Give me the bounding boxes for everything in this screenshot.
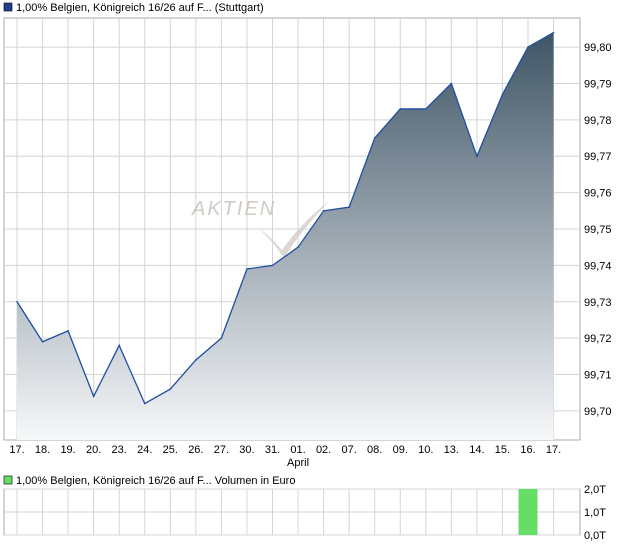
price-x-tick-label: 23. bbox=[112, 444, 127, 456]
price-legend-swatch bbox=[3, 2, 13, 12]
price-y-tick-label: 99,80 bbox=[584, 42, 612, 54]
price-y-tick-label: 99,73 bbox=[584, 297, 612, 309]
price-x-tick-label: 08. bbox=[367, 444, 382, 456]
price-x-tick-label: 31. bbox=[265, 444, 280, 456]
price-y-tick-label: 99,78 bbox=[584, 115, 612, 127]
price-point bbox=[16, 300, 18, 303]
price-point bbox=[41, 340, 44, 343]
watermark: AKTIEN bbox=[191, 198, 330, 258]
price-x-tick-label: 18. bbox=[35, 444, 50, 456]
volume-grid bbox=[4, 488, 580, 536]
volume-bars bbox=[518, 489, 538, 535]
price-x-tick-label: 27. bbox=[214, 444, 229, 456]
volume-legend: 1,00% Belgien, Königreich 16/26 auf F...… bbox=[3, 475, 295, 487]
price-x-axis: 17. 18. 19. 20. 23. 24. 25. 26. 27. 30. 31. 01. 02. 0… bbox=[9, 444, 561, 469]
price-x-tick-label: 20. bbox=[86, 444, 101, 456]
volume-legend-swatch bbox=[3, 475, 13, 485]
price-point bbox=[501, 93, 504, 96]
price-y-tick-label: 99,79 bbox=[584, 78, 612, 90]
volume-bar bbox=[518, 489, 538, 535]
price-point bbox=[271, 264, 274, 267]
price-x-tick-label: 30. bbox=[239, 444, 254, 456]
price-point bbox=[527, 46, 529, 48]
volume-y-axis: 0,0T 1,0T 2,0T bbox=[584, 484, 606, 542]
price-point bbox=[373, 137, 376, 139]
price-y-tick-label: 99,77 bbox=[584, 151, 612, 163]
price-x-tick-label: 24. bbox=[137, 444, 152, 456]
price-point bbox=[169, 388, 172, 390]
price-point bbox=[67, 330, 69, 332]
price-series-line bbox=[16, 31, 554, 405]
price-x-tick-label: 19. bbox=[60, 444, 75, 456]
price-x-tick-label: 10. bbox=[418, 444, 433, 456]
price-x-month-label: April bbox=[287, 457, 309, 469]
price-x-tick-label: 15. bbox=[495, 444, 510, 456]
volume-y-tick-label: 2,0T bbox=[584, 484, 606, 496]
price-x-tick-label: 13. bbox=[444, 444, 459, 456]
price-y-tick-label: 99,75 bbox=[584, 224, 612, 236]
price-y-tick-label: 99,72 bbox=[584, 333, 612, 345]
price-x-tick-label: 07. bbox=[342, 444, 357, 456]
price-point bbox=[476, 155, 478, 158]
price-x-tick-label: 17. bbox=[9, 444, 24, 456]
price-point bbox=[322, 210, 325, 212]
watermark-check-icon bbox=[256, 200, 330, 258]
price-point bbox=[195, 359, 197, 361]
price-x-tick-label: 26. bbox=[188, 444, 203, 456]
price-point bbox=[92, 395, 95, 398]
price-point bbox=[297, 246, 299, 248]
price-x-tick-label: 14. bbox=[469, 444, 484, 456]
volume-legend-label: 1,00% Belgien, Königreich 16/26 auf F...… bbox=[16, 475, 295, 487]
price-y-tick-label: 99,71 bbox=[584, 370, 612, 382]
price-point bbox=[399, 108, 402, 110]
volume-y-tick-label: 0,0T bbox=[584, 530, 606, 542]
price-point bbox=[348, 206, 350, 208]
price-x-tick-label: 16. bbox=[520, 444, 535, 456]
price-area bbox=[16, 31, 555, 440]
price-point bbox=[220, 337, 223, 339]
price-y-axis: 99,70 99,71 99,72 99,73 99,74 99,75 99,76 99,77… bbox=[584, 42, 612, 418]
price-point bbox=[425, 108, 427, 110]
price-legend-label: 1,00% Belgien, Königreich 16/26 auf F...… bbox=[16, 2, 264, 14]
price-legend: 1,00% Belgien, Königreich 16/26 auf F...… bbox=[3, 2, 264, 14]
price-point bbox=[118, 344, 120, 347]
price-x-tick-label: 25. bbox=[163, 444, 178, 456]
volume-y-tick-label: 1,0T bbox=[584, 507, 606, 519]
watermark-text: AKTIEN bbox=[191, 198, 276, 220]
price-area-fill bbox=[17, 32, 554, 440]
price-x-tick-label: 02. bbox=[316, 444, 331, 456]
price-y-tick-label: 99,74 bbox=[584, 260, 612, 272]
price-x-tick-label: 01. bbox=[290, 444, 305, 456]
price-point bbox=[246, 268, 248, 270]
price-point bbox=[552, 31, 555, 34]
price-y-tick-label: 99,76 bbox=[584, 188, 612, 200]
price-x-tick-label: 09. bbox=[393, 444, 408, 456]
price-y-tick-label: 99,70 bbox=[584, 406, 612, 418]
price-point bbox=[450, 82, 453, 85]
price-point bbox=[143, 402, 146, 405]
price-x-tick-label: 17. bbox=[546, 444, 561, 456]
